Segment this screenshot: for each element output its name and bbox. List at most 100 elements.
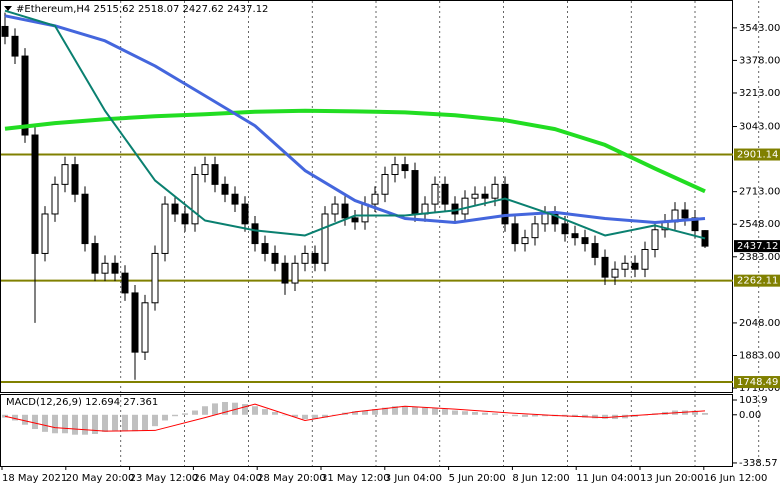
macd-histogram-bar	[512, 414, 518, 417]
candle-body	[211, 164, 219, 185]
candle-body	[81, 193, 89, 245]
macd-histogram-bar	[702, 412, 708, 415]
candle-body	[301, 252, 309, 264]
macd-histogram-bar	[12, 414, 18, 421]
x-tick-label: 3 Jun 04:00	[385, 473, 442, 484]
candle-body	[591, 243, 599, 258]
macd-histogram-bar	[222, 401, 228, 415]
macd-histogram-bar	[442, 409, 448, 415]
macd-histogram-bar	[52, 414, 58, 434]
price-label: 2437.12	[737, 241, 778, 252]
candle-body	[581, 237, 589, 245]
candle-body	[361, 203, 369, 223]
x-tick-label: 26 May 04:00	[193, 473, 262, 484]
macd-histogram-bar	[92, 414, 98, 434]
candle-body	[221, 183, 229, 195]
y-tick-label: 3213.00	[739, 88, 780, 99]
y-tick-label: 3378.00	[739, 55, 780, 66]
candle-body	[161, 203, 169, 254]
macd-histogram-bar	[152, 414, 158, 427]
macd-title: MACD(12,26,9) 12.694 27.361	[6, 397, 158, 408]
moving-average-line	[4, 9, 706, 240]
macd-histogram-bar	[542, 414, 548, 417]
macd-histogram-bar	[422, 407, 428, 415]
macd-histogram-bar	[82, 414, 88, 435]
level-label-box	[734, 148, 780, 161]
macd-histogram-bar	[362, 410, 368, 415]
candle-body	[101, 262, 109, 274]
macd-histogram-bar	[582, 414, 588, 418]
candle-body	[491, 183, 499, 199]
y-tick-label: 1718.00	[739, 383, 780, 394]
macd-histogram-bar	[372, 409, 378, 415]
y-tick-label: -338.57	[739, 458, 778, 469]
macd-histogram-bar	[202, 406, 208, 415]
macd-histogram-bar	[22, 414, 28, 425]
candle-body	[321, 213, 329, 264]
candle-body	[151, 252, 159, 304]
x-tick-label: 11 Jun 04:00	[576, 473, 640, 484]
macd-histogram-bar	[182, 413, 188, 415]
macd-histogram-bar	[232, 402, 238, 415]
candle-body	[281, 262, 289, 284]
candle-body	[461, 197, 469, 215]
y-tick-label: 103.9	[739, 395, 768, 406]
macd-histogram-bar	[262, 409, 268, 415]
level-label-box	[734, 274, 780, 287]
candle-body	[251, 223, 259, 245]
y-tick-label: 2048.00	[739, 318, 780, 329]
x-tick-label: 18 May 2021	[2, 473, 67, 484]
level-label: 2901.14	[737, 150, 778, 161]
candle-body	[411, 170, 419, 215]
candle-body	[651, 229, 659, 250]
level-label: 2262.11	[737, 276, 778, 287]
candle-body	[141, 302, 149, 353]
candle-body	[1, 25, 9, 37]
candle-body	[601, 256, 609, 278]
candle-body	[501, 183, 509, 225]
candle-body	[11, 35, 19, 57]
candle-body	[241, 203, 249, 225]
x-tick-label: 5 Jun 20:00	[449, 473, 506, 484]
macd-histogram-bar	[302, 414, 308, 420]
candle-body	[371, 193, 379, 205]
macd-histogram-bar	[452, 410, 458, 415]
candle-body	[191, 173, 199, 225]
candle-body	[131, 292, 139, 353]
candle-body	[231, 193, 239, 205]
x-tick-label: 8 Jun 12:00	[512, 473, 569, 484]
macd-histogram-bar	[482, 412, 488, 415]
candle-body	[631, 262, 639, 270]
x-tick-label: 20 May 20:00	[66, 473, 135, 484]
candle-body	[31, 134, 39, 254]
candle-body	[471, 193, 479, 199]
level-label-box	[734, 376, 780, 389]
price-label-box	[734, 240, 780, 253]
candle-body	[401, 164, 409, 172]
candle-body	[171, 203, 179, 215]
candle-body	[431, 183, 439, 205]
y-tick-label: 2548.00	[739, 219, 780, 230]
macd-histogram-bar	[122, 414, 128, 431]
candle-body	[21, 55, 29, 136]
macd-histogram-bar	[502, 414, 508, 416]
macd-histogram-bar	[692, 410, 698, 415]
candle-body	[91, 243, 99, 274]
candle-body	[381, 173, 389, 195]
candle-body	[641, 248, 649, 270]
macd-histogram-bar	[242, 404, 248, 415]
y-tick-label: 3043.00	[739, 122, 780, 133]
y-tick-label: 2713.00	[739, 187, 780, 198]
candle-body	[611, 268, 619, 278]
candle-body	[61, 164, 69, 185]
macd-panel-frame	[0, 394, 733, 467]
candle-body	[551, 213, 559, 225]
macd-histogram-bar	[172, 414, 178, 417]
macd-histogram-bar	[142, 414, 148, 431]
macd-histogram-bar	[522, 414, 528, 417]
price-panel-frame	[0, 0, 733, 393]
candle-body	[621, 262, 629, 270]
candle-body	[121, 272, 129, 294]
macd-histogram-bar	[132, 414, 138, 432]
